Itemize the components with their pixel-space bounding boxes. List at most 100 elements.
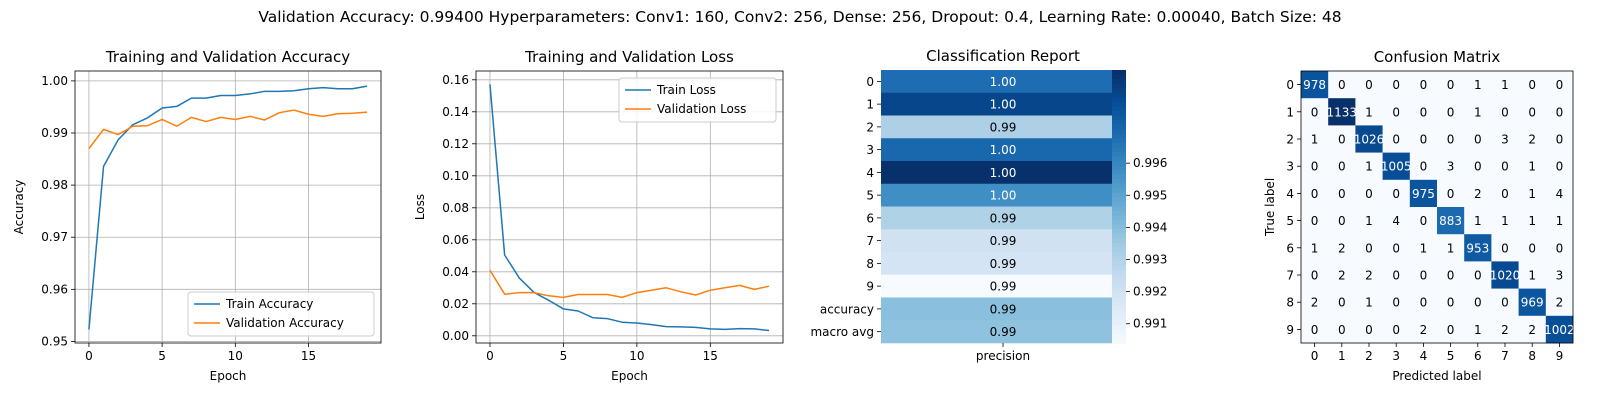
y-tick-label: 0.12: [442, 137, 469, 151]
matrix-cell-value: 1005: [1381, 160, 1412, 174]
matrix-cell-value: 0: [1528, 241, 1536, 255]
colorbar-segment: [1112, 229, 1126, 235]
matrix-cell: [1301, 234, 1329, 262]
colorbar-segment: [1112, 165, 1126, 171]
report-cell: [881, 297, 1125, 321]
matrix-cell: [1545, 261, 1574, 289]
colorbar-segment: [1112, 170, 1126, 176]
matrix-cell-value: 0: [1556, 160, 1564, 174]
matrix-cell: [1464, 179, 1492, 208]
matrix-cell-value: 0: [1311, 323, 1319, 337]
matrix-cell-value: 1: [1311, 133, 1319, 147]
row-label: 5: [866, 189, 874, 203]
report-cell-value: 0.99: [990, 211, 1017, 225]
matrix-cell-value: 0: [1420, 105, 1428, 119]
matrix-cell: [1355, 125, 1383, 153]
matrix-cell-value: 2: [1556, 296, 1564, 310]
matrix-cell-value: 2: [1420, 323, 1428, 337]
report-cell: [881, 92, 1125, 116]
x-tick-label: 9: [1556, 349, 1564, 363]
row-label: 1: [866, 98, 874, 112]
matrix-cell: [1437, 125, 1465, 153]
matrix-cell-value: 1020: [1490, 269, 1521, 283]
report-cell-value: 0.99: [990, 302, 1017, 316]
report-cell: [881, 206, 1125, 230]
colorbar-segment: [1112, 297, 1126, 303]
matrix-cell-value: 1002: [1544, 323, 1575, 337]
colorbar-segment: [1112, 256, 1126, 262]
matrix-cell: [1409, 179, 1438, 208]
matrix-cell-value: 0: [1501, 241, 1509, 255]
matrix-cell-value: 953: [1466, 241, 1489, 255]
matrix-cell: [1382, 234, 1411, 262]
matrix-cell: [1437, 261, 1465, 289]
colorbar-segment: [1112, 110, 1126, 116]
matrix-cell: [1545, 207, 1574, 235]
matrix-cell-value: 0: [1447, 323, 1455, 337]
y-tick-label: 0: [1286, 78, 1294, 92]
colorbar-segment: [1112, 88, 1126, 94]
matrix-cell: [1518, 179, 1547, 208]
row-label: macro avg: [810, 325, 874, 339]
matrix-cell-value: 0: [1311, 105, 1319, 119]
matrix-cell-value: 0: [1392, 269, 1400, 283]
matrix-cell: [1301, 261, 1329, 289]
y-tick-label: 0.04: [442, 265, 469, 279]
matrix-cell: [1518, 71, 1547, 99]
report-cell-value: 1.00: [990, 75, 1017, 89]
matrix-cell-value: 0: [1556, 133, 1564, 147]
matrix-cell: [1409, 207, 1438, 235]
matrix-cell: [1491, 152, 1519, 181]
matrix-cell: [1518, 234, 1547, 262]
matrix-cell: [1355, 152, 1383, 181]
matrix-cell: [1328, 207, 1356, 235]
y-tick-label: 0.10: [442, 169, 469, 183]
colorbar-segment: [1112, 306, 1126, 312]
colorbar-segment: [1112, 274, 1126, 280]
matrix-cell: [1464, 71, 1492, 99]
report-cell: [881, 274, 1125, 298]
matrix-cell-value: 0: [1311, 187, 1319, 201]
colorbar-tick-label: 0.996: [1133, 156, 1167, 170]
matrix-cell-value: 0: [1365, 241, 1373, 255]
matrix-cell-value: 1: [1365, 160, 1373, 174]
matrix-cell: [1409, 315, 1438, 344]
x-tick-label: 0: [85, 349, 93, 363]
matrix-cell-value: 1: [1556, 214, 1564, 228]
matrix-cell-value: 0: [1420, 133, 1428, 147]
matrix-cell: [1328, 152, 1356, 181]
chart-title: Training and Validation Accuracy: [105, 48, 350, 66]
legend: Train Accuracy Validation Accuracy: [187, 291, 375, 337]
report-cell: [881, 229, 1125, 253]
x-tick-label: 0: [486, 349, 494, 363]
matrix-cell-value: 3: [1501, 133, 1509, 147]
matrix-cell: [1518, 288, 1547, 317]
matrix-cell: [1301, 179, 1329, 208]
colorbar-segment: [1112, 79, 1126, 85]
matrix-cell-value: 1: [1474, 78, 1482, 92]
matrix-cell-value: 0: [1365, 78, 1373, 92]
chart-title: Classification Report: [926, 47, 1080, 65]
colorbar-segment: [1112, 265, 1126, 271]
matrix-cell-value: 0: [1338, 133, 1346, 147]
matrix-cell-value: 0: [1365, 323, 1373, 337]
matrix-cell-value: 0: [1420, 296, 1428, 310]
report-cell: [881, 252, 1125, 276]
colorbar-segment: [1112, 161, 1126, 166]
matrix-cell: [1518, 261, 1547, 289]
y-tick-label: 1.00: [41, 74, 68, 88]
matrix-cell-value: 1: [1420, 241, 1428, 255]
matrix-cell: [1545, 288, 1574, 317]
report-cell-value: 1.00: [990, 189, 1017, 203]
matrix-cell-value: 0: [1338, 214, 1346, 228]
matrix-cell-value: 0: [1338, 78, 1346, 92]
x-tick-label: 3: [1392, 349, 1400, 363]
validation-accuracy-line: [88, 109, 368, 150]
matrix-cell: [1491, 315, 1519, 344]
colorbar-tick-label: 0.994: [1133, 220, 1167, 234]
report-cell: [881, 320, 1125, 344]
matrix-cell: [1518, 207, 1547, 235]
colorbar-segment: [1112, 224, 1126, 230]
matrix-cell: [1545, 179, 1574, 208]
colorbar-segment: [1112, 206, 1126, 212]
